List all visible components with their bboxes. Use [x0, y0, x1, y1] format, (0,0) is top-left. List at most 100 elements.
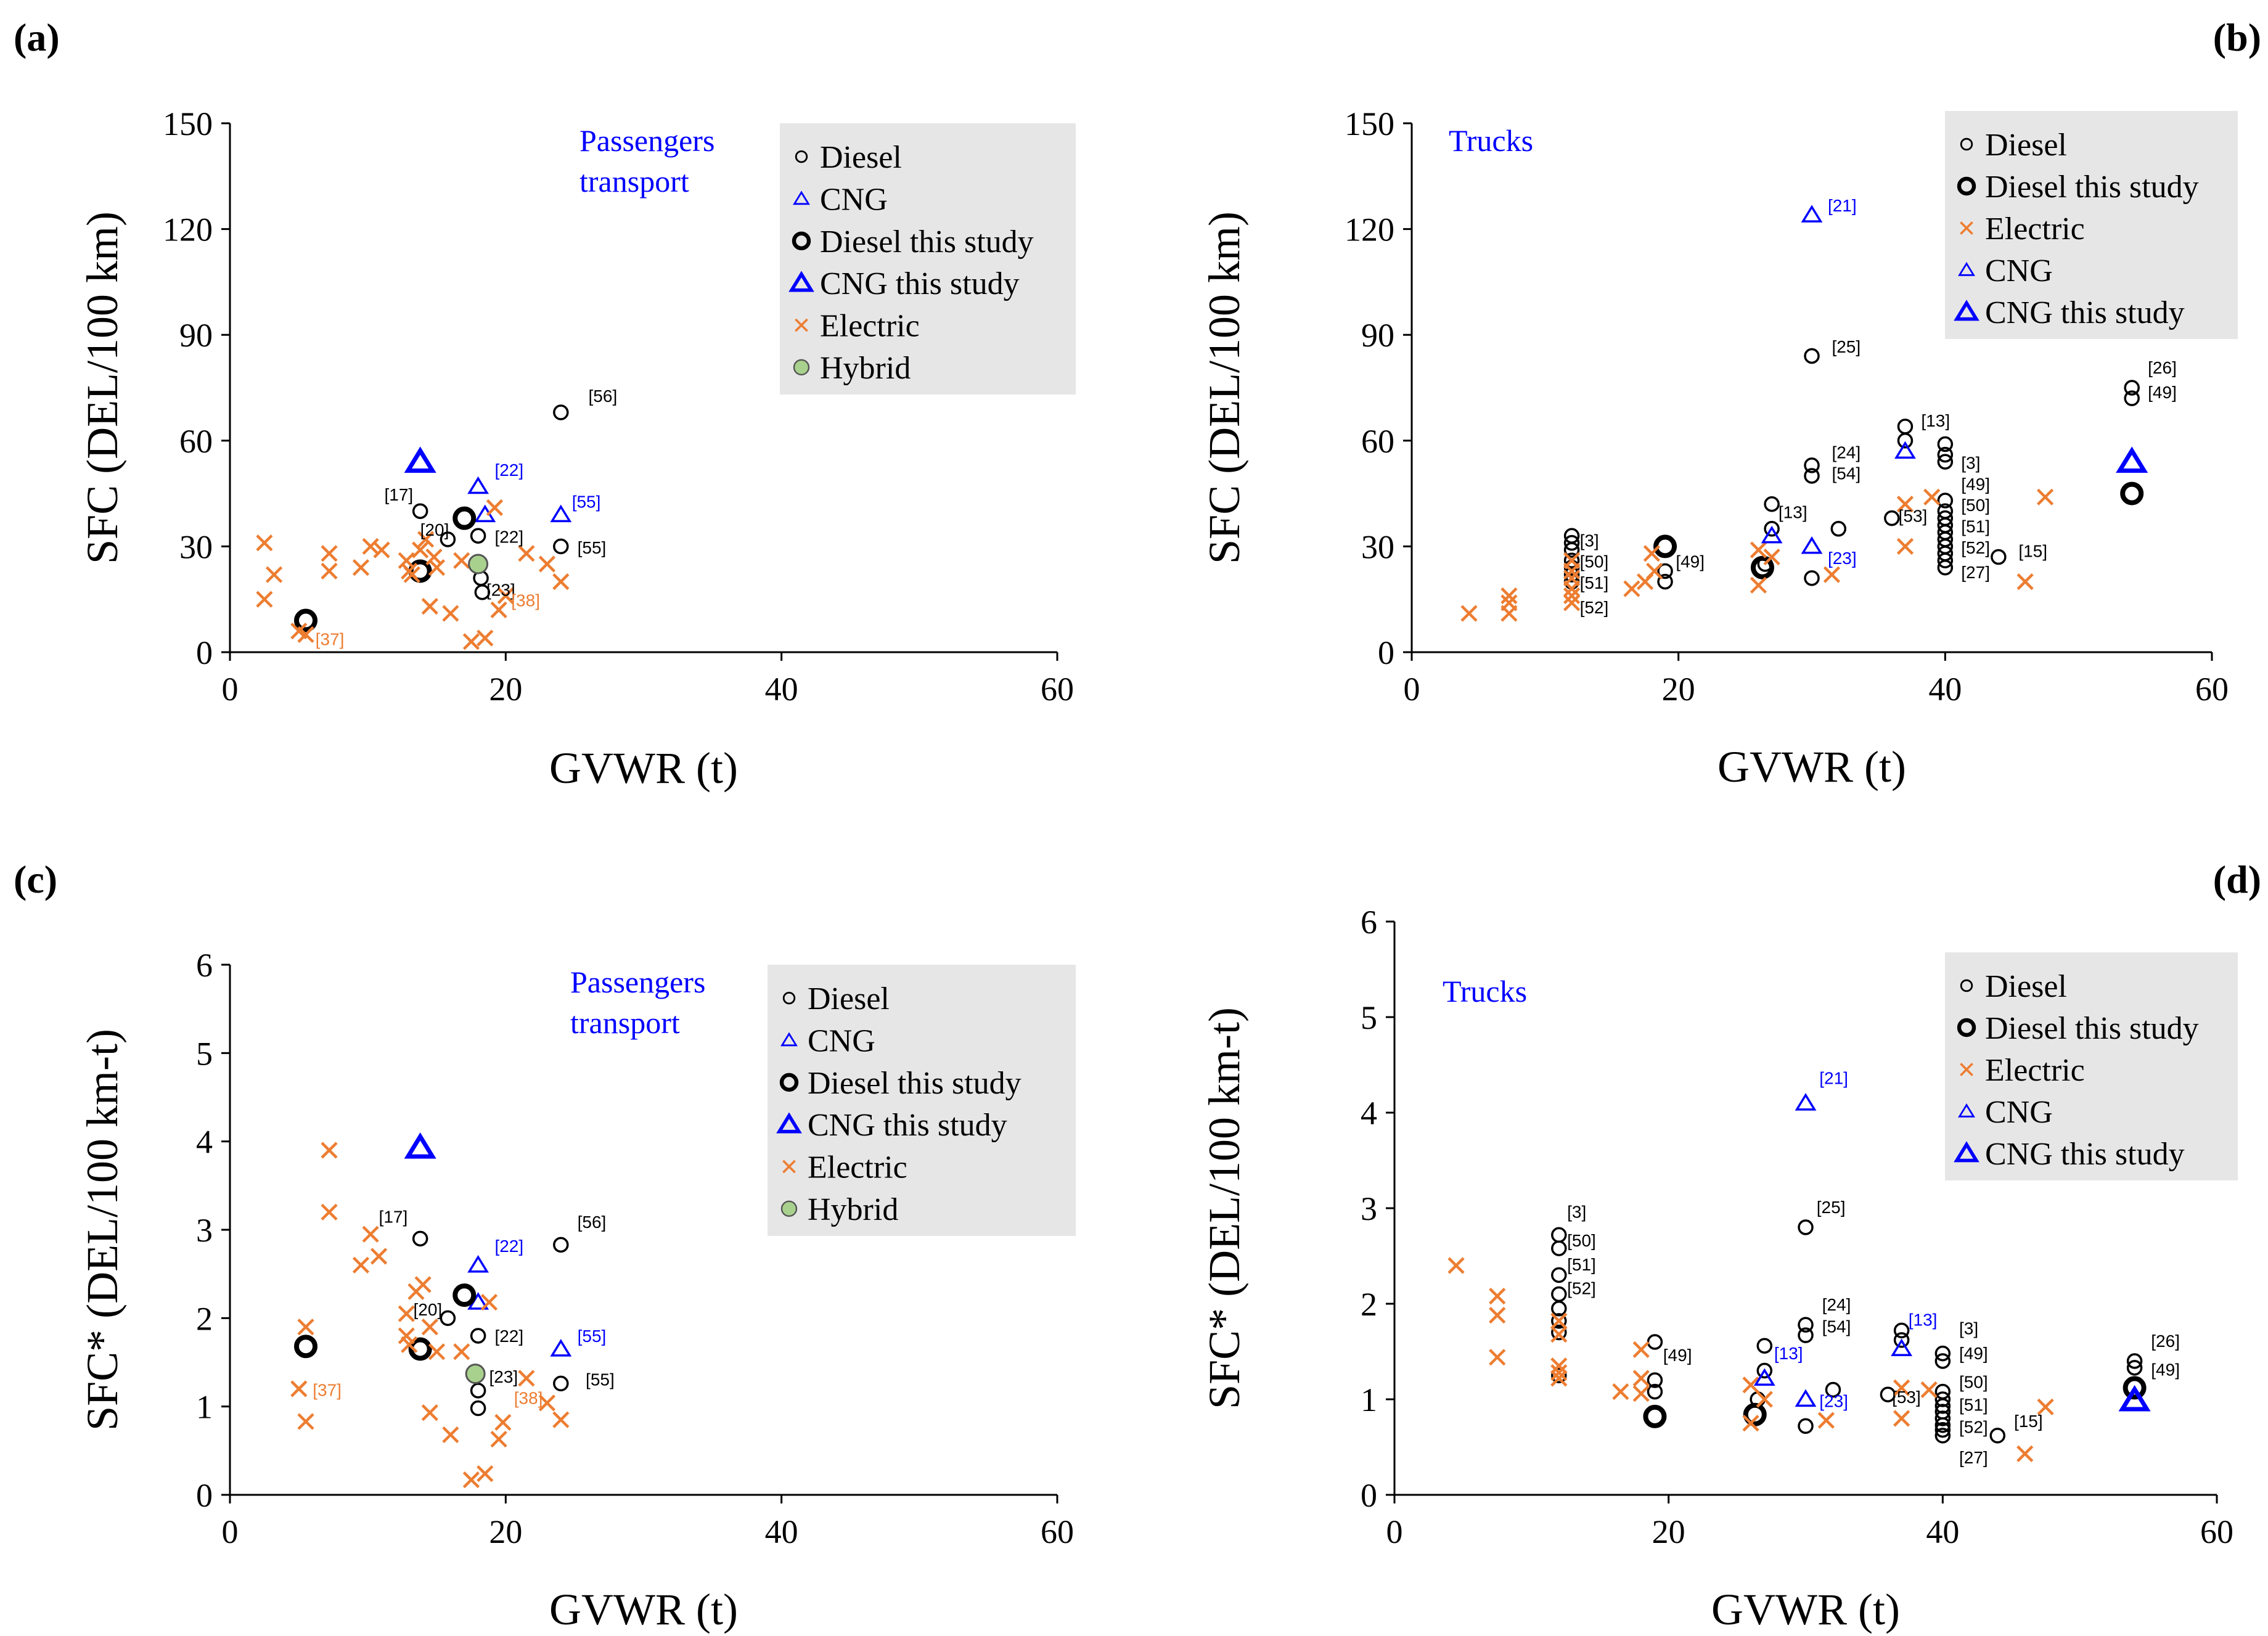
data-point-diesel [2126, 1360, 2143, 1376]
data-point-electric [477, 1465, 494, 1483]
data-point-electric [1742, 1376, 1759, 1394]
data-point-electric [1893, 1410, 1910, 1427]
data-point-electric [1489, 1349, 1506, 1366]
data-point-diesel-study [294, 1335, 318, 1359]
data-point-electric [1893, 1379, 1910, 1396]
data-point-diesel [470, 528, 486, 544]
series-diesel [1551, 1219, 2143, 1444]
legend-marker-cng [1958, 261, 1975, 276]
y-tick-label: 0 [196, 1477, 213, 1514]
reference-label: [52] [1959, 1417, 1988, 1436]
series-diesel-study [1643, 1376, 2147, 1428]
data-point-cng [1795, 1093, 1817, 1111]
x-tick-label: 20 [489, 1513, 522, 1550]
x-tick-label: 40 [765, 671, 798, 708]
reference-label: [50] [1567, 1231, 1596, 1250]
data-point-electric [486, 499, 504, 517]
reference-label: [25] [1832, 337, 1861, 356]
legend-entry-label: CNG [1985, 1095, 2053, 1130]
reference-label: [13] [1779, 503, 1807, 522]
legend-marker-diesel-study [792, 231, 811, 251]
data-point-diesel [474, 584, 491, 600]
data-point-cng [1795, 1389, 1817, 1407]
reference-label: [55] [586, 1370, 615, 1389]
data-point-electric [494, 1413, 512, 1431]
reference-label: [52] [1567, 1279, 1596, 1298]
reference-label: [51] [1580, 573, 1609, 592]
y-tick-label: 4 [196, 1124, 213, 1161]
reference-label: [49] [1959, 1344, 1988, 1363]
data-point-hybrid [465, 1364, 486, 1384]
data-point-diesel [470, 1328, 486, 1344]
data-point-diesel [553, 1375, 569, 1392]
legend-background [768, 965, 1076, 1236]
reference-label: [15] [2014, 1412, 2043, 1431]
legend-entry-label: Electric [820, 309, 920, 344]
legend-entry-label: CNG [808, 1024, 875, 1059]
reference-label: [49] [1676, 552, 1705, 571]
y-tick-label: 90 [179, 317, 213, 354]
y-tick-label: 150 [163, 105, 213, 142]
data-point-electric [490, 601, 507, 618]
reference-label: [38] [511, 591, 540, 610]
reference-label: [22] [494, 1327, 523, 1346]
data-point-electric [1550, 1357, 1568, 1375]
data-point-electric [297, 1319, 314, 1336]
data-point-diesel [2126, 1353, 2143, 1369]
series-hybrid [468, 554, 489, 575]
reference-label: [49] [2151, 1360, 2180, 1379]
data-point-diesel [1937, 446, 1954, 463]
legend-marker-diesel-study [779, 1073, 799, 1092]
x-axis-title: GVWR (t) [549, 1585, 738, 1634]
data-point-electric [414, 1276, 432, 1293]
data-point-diesel [440, 1310, 456, 1327]
data-point-electric [1500, 587, 1518, 605]
data-point-electric [321, 1142, 338, 1159]
data-point-electric [2016, 573, 2034, 591]
y-tick-label: 30 [179, 528, 213, 565]
reference-label: [49] [2148, 383, 2177, 402]
legend-entry-label: CNG [820, 182, 888, 218]
panel-label: (a) [14, 15, 60, 59]
data-point-electric [1742, 1415, 1759, 1432]
legend-entry-label: Hybrid [820, 351, 911, 386]
data-point-diesel-study [2123, 1376, 2147, 1400]
legend-entry-label: Electric [1985, 1053, 2085, 1088]
y-tick-label: 2 [1361, 1286, 1377, 1323]
data-point-cng [1753, 1368, 1775, 1386]
x-tick-label: 40 [765, 1513, 798, 1550]
y-tick-label: 1 [1361, 1381, 1377, 1418]
legend-background [1945, 111, 2238, 339]
data-point-electric [425, 548, 443, 566]
x-tick-label: 20 [489, 671, 522, 708]
reference-label: [53] [1899, 506, 1928, 525]
data-point-diesel [1647, 1383, 1663, 1400]
data-point-electric [421, 1319, 438, 1336]
reference-label: [50] [1961, 496, 1990, 515]
data-point-electric [1489, 1288, 1506, 1305]
reference-label: [22] [494, 460, 523, 480]
y-tick-label: 0 [196, 634, 213, 671]
data-point-diesel [1897, 433, 1914, 449]
data-point-electric [1643, 545, 1660, 562]
data-point-diesel [1798, 1219, 1814, 1235]
reference-label: [17] [385, 485, 414, 504]
data-point-diesel [553, 538, 569, 555]
legend-marker-diesel [795, 150, 808, 163]
data-point-diesel [1551, 1240, 1567, 1256]
data-point-electric [362, 538, 379, 555]
data-point-electric [403, 566, 420, 583]
data-point-electric [453, 1343, 470, 1360]
reference-label: [25] [1817, 1198, 1846, 1217]
y-tick-label: 0 [1378, 634, 1394, 671]
data-point-electric [538, 555, 556, 573]
data-point-diesel [1991, 549, 2007, 565]
reference-label: [27] [1961, 563, 1990, 582]
data-point-diesel [1804, 457, 1820, 473]
reference-label: [22] [494, 528, 523, 547]
data-point-electric [1632, 1341, 1650, 1358]
data-point-electric [518, 545, 535, 562]
data-point-diesel [1989, 1428, 2006, 1444]
data-point-cng [1801, 536, 1823, 554]
data-point-cng [1801, 205, 1823, 223]
